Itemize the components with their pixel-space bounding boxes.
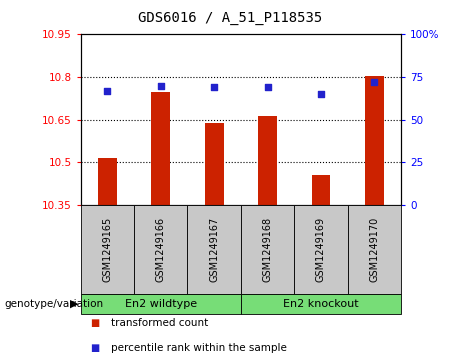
Text: GDS6016 / A_51_P118535: GDS6016 / A_51_P118535 <box>138 11 323 25</box>
Bar <box>98 158 117 205</box>
Bar <box>151 92 170 205</box>
Text: transformed count: transformed count <box>111 318 208 328</box>
Text: GSM1249167: GSM1249167 <box>209 217 219 282</box>
Text: En2 knockout: En2 knockout <box>283 299 359 309</box>
Text: GSM1249170: GSM1249170 <box>369 217 379 282</box>
Point <box>371 79 378 85</box>
Text: ■: ■ <box>90 343 99 354</box>
Text: GSM1249169: GSM1249169 <box>316 217 326 282</box>
Point <box>211 85 218 90</box>
Bar <box>312 175 331 205</box>
Text: percentile rank within the sample: percentile rank within the sample <box>111 343 287 354</box>
Point <box>104 88 111 94</box>
Bar <box>258 117 277 205</box>
Text: genotype/variation: genotype/variation <box>5 299 104 309</box>
Point <box>157 83 165 89</box>
Point <box>264 85 271 90</box>
Text: ▶: ▶ <box>70 299 78 309</box>
Text: GSM1249166: GSM1249166 <box>156 217 166 282</box>
Bar <box>365 76 384 205</box>
Bar <box>205 123 224 205</box>
Text: ■: ■ <box>90 318 99 328</box>
Text: GSM1249168: GSM1249168 <box>263 217 272 282</box>
Text: GSM1249165: GSM1249165 <box>102 217 112 282</box>
Point <box>317 91 325 97</box>
Text: En2 wildtype: En2 wildtype <box>125 299 197 309</box>
